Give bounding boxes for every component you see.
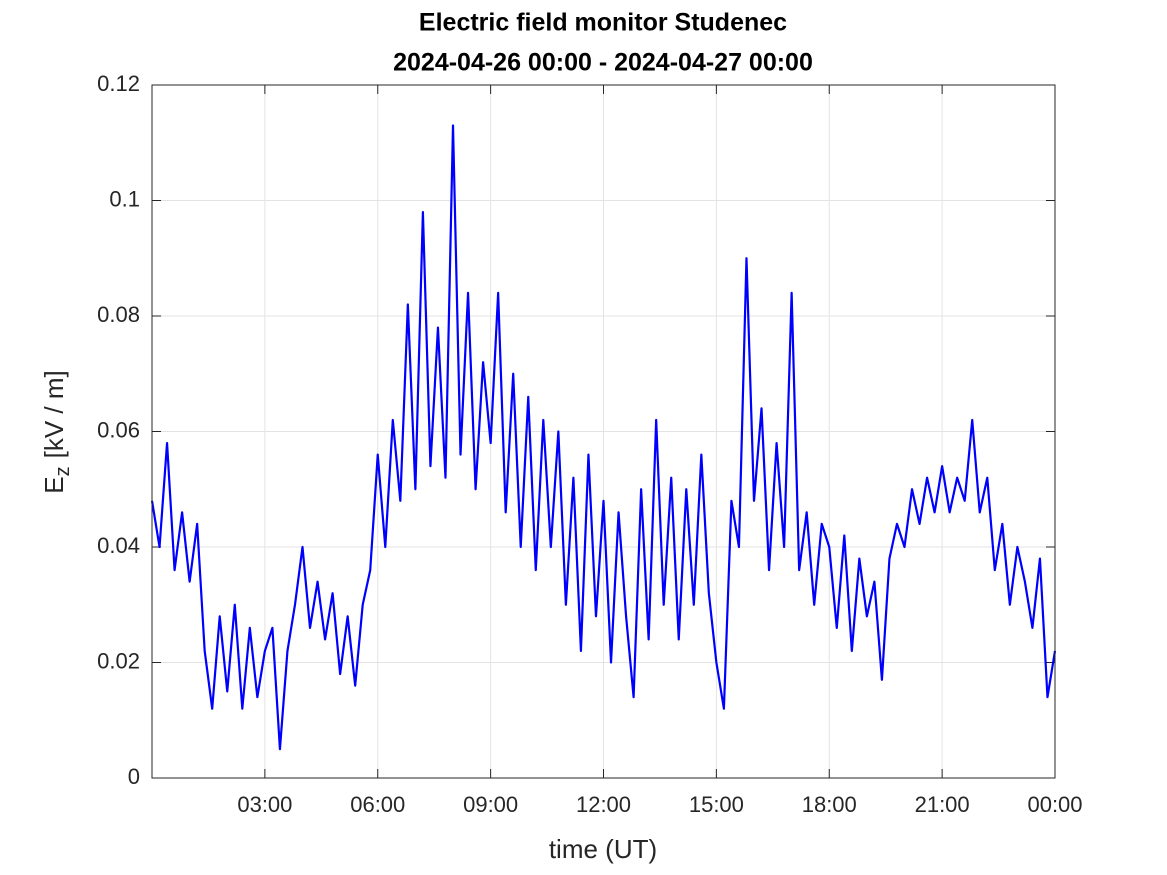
y-tick-label: 0.04 xyxy=(97,533,140,558)
y-label-unit: [kV / m] xyxy=(39,370,69,458)
y-label-subscript: z xyxy=(52,466,74,476)
data-line xyxy=(150,124,1057,751)
x-tick-label: 12:00 xyxy=(576,792,631,817)
x-tick-label: 15:00 xyxy=(689,792,744,817)
y-tick-label: 0.02 xyxy=(97,648,140,673)
chart-title: Electric field monitor Studenec xyxy=(419,9,787,37)
chart-subtitle: 2024-04-26 00:00 - 2024-04-27 00:00 xyxy=(393,49,813,77)
y-tick-label: 0.08 xyxy=(97,302,140,327)
x-tick-label: 09:00 xyxy=(463,792,518,817)
x-tick-label: 18:00 xyxy=(802,792,857,817)
y-tick-label: 0.06 xyxy=(97,417,140,442)
axes-box xyxy=(151,84,1056,779)
y-tick-label: 0.1 xyxy=(109,186,140,211)
x-tick-label: 00:00 xyxy=(1027,792,1082,817)
y-tick-label: 0.12 xyxy=(97,71,140,96)
y-axis-label: Ez [kV / m] xyxy=(39,370,74,493)
y-tick-label: 0 xyxy=(128,764,140,789)
x-tick-label: 06:00 xyxy=(350,792,405,817)
y-label-main: E xyxy=(39,476,69,493)
x-axis-label: time (UT) xyxy=(549,834,657,864)
x-tick-label: 03:00 xyxy=(237,792,292,817)
x-tick-label: 21:00 xyxy=(915,792,970,817)
